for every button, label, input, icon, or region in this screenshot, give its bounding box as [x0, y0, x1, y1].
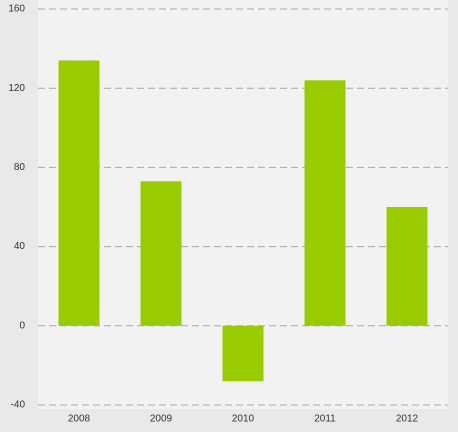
bar	[222, 325, 264, 382]
bar	[304, 80, 346, 326]
y-tick-label: 80	[14, 162, 26, 173]
bar	[386, 207, 428, 326]
x-tick-label: 2010	[232, 414, 255, 425]
y-tick-label: 160	[8, 4, 25, 15]
y-tick-label: -40	[11, 400, 26, 411]
x-tick-label: 2008	[68, 414, 91, 425]
bar	[140, 181, 182, 326]
x-tick-label: 2011	[314, 414, 336, 425]
y-tick-label: 0	[19, 320, 25, 331]
x-tick-label: 2009	[150, 414, 173, 425]
bar	[58, 60, 100, 326]
x-tick-label: 2012	[396, 414, 419, 425]
y-tick-label: 40	[14, 241, 26, 252]
y-tick-label: 120	[8, 83, 25, 94]
